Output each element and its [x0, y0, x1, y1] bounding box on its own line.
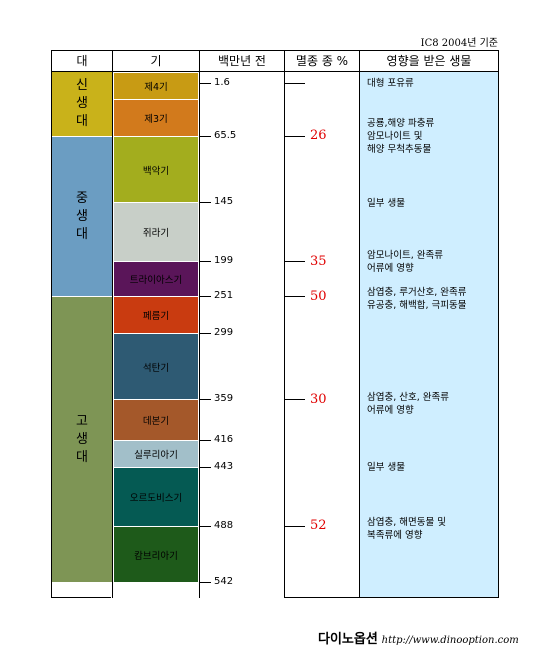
extinction-percent: 30 [310, 392, 327, 407]
age-label: 542 [214, 576, 234, 587]
age-tick [200, 440, 211, 441]
age-tick [200, 136, 211, 137]
age-tick [200, 296, 211, 297]
extinction-marker [285, 261, 305, 262]
header-effect: 영향을 받은 생물 [386, 54, 472, 68]
affected-organisms: 일부 생물 [367, 462, 405, 473]
age-label: 488 [214, 520, 234, 531]
grid-line-left [51, 50, 52, 598]
affected-organisms: 삼엽충, 산호, 완족류 어류에 영향 [367, 392, 449, 416]
affected-organisms: 삼엽충, 루거산호, 완족류 유공충, 해백합, 극피동물 [367, 287, 467, 311]
age-label: 199 [214, 255, 234, 266]
grid-line-right [498, 50, 499, 598]
grid-line-period-mya [199, 50, 200, 598]
header-era: 대 [76, 54, 88, 68]
period-cambrian: 캄브리아기 [114, 527, 198, 582]
age-tick [200, 467, 211, 468]
extinction-marker [285, 399, 305, 400]
affected-organisms: 일부 생물 [367, 198, 405, 209]
extinction-marker [285, 136, 305, 137]
header-bottom-line [51, 71, 499, 72]
extinction-marker [285, 526, 305, 527]
affected-organisms: 공룡,해양 파충류 암모나이트 및 해양 무척추동물 [367, 118, 435, 155]
age-tick [200, 202, 211, 203]
period-tertiary: 제3기 [114, 100, 198, 136]
age-tick [200, 526, 211, 527]
period-ordovician: 오르도비스기 [114, 468, 198, 526]
age-label: 416 [214, 434, 234, 445]
age-label: 359 [214, 393, 234, 404]
age-tick [200, 399, 211, 400]
era-paleozoic: 고 생 대 [52, 297, 112, 582]
age-label: 251 [214, 290, 234, 301]
period-quaternary: 제4기 [114, 73, 198, 99]
grid-line-mya-extinction [284, 50, 285, 598]
extinction-percent: 52 [310, 518, 327, 533]
header-extinction: 멸종 종 % [295, 54, 349, 68]
extinction-percent: 50 [310, 289, 327, 304]
age-label: 299 [214, 327, 234, 338]
grid-line-era-period [112, 50, 113, 598]
age-label: 443 [214, 461, 234, 472]
affected-organisms: 대형 포유류 [367, 78, 414, 89]
extinction-marker [285, 83, 305, 84]
age-tick [200, 582, 211, 583]
period-jurassic: 쥐라기 [114, 203, 198, 261]
grid-line-extinction-effect [359, 50, 360, 598]
table-bottom-line-right [284, 597, 499, 598]
affected-organisms: 암모나이트, 완족류 어류에 영향 [367, 250, 443, 274]
age-label: 145 [214, 196, 234, 207]
table-bottom-line [51, 597, 111, 598]
footer-brand: 다이노옵션 [318, 632, 378, 647]
header-period: 기 [150, 54, 162, 68]
period-silurian: 실루리아기 [114, 441, 198, 467]
age-tick [200, 83, 211, 84]
period-cretaceous: 백악기 [114, 137, 198, 202]
age-label: 65.5 [214, 130, 237, 141]
affected-organisms: 삼엽충, 해면동물 및 복족류에 영향 [367, 517, 446, 541]
age-label: 1.6 [214, 77, 230, 88]
header-mya: 백만년 전 [218, 54, 266, 68]
reference-note: IC8 2004년 기준 [420, 38, 498, 49]
extinction-percent: 35 [310, 254, 327, 269]
era-cenozoic: 신 생 대 [52, 72, 112, 136]
age-tick [200, 333, 211, 334]
era-mesozoic: 중 생 대 [52, 137, 112, 296]
period-triassic: 트라이아스기 [114, 262, 198, 296]
period-devonian: 데본기 [114, 400, 198, 440]
footer: 다이노옵션 http://www.dinooption.com [318, 628, 519, 647]
extinction-percent: 26 [310, 128, 327, 143]
period-carboniferous: 석탄기 [114, 334, 198, 399]
effect-column-background [360, 72, 498, 598]
age-tick [200, 261, 211, 262]
extinction-marker [285, 296, 305, 297]
table-top-line [51, 50, 499, 51]
footer-url-link[interactable]: http://www.dinooption.com [381, 635, 519, 646]
period-permian: 페름기 [114, 297, 198, 333]
